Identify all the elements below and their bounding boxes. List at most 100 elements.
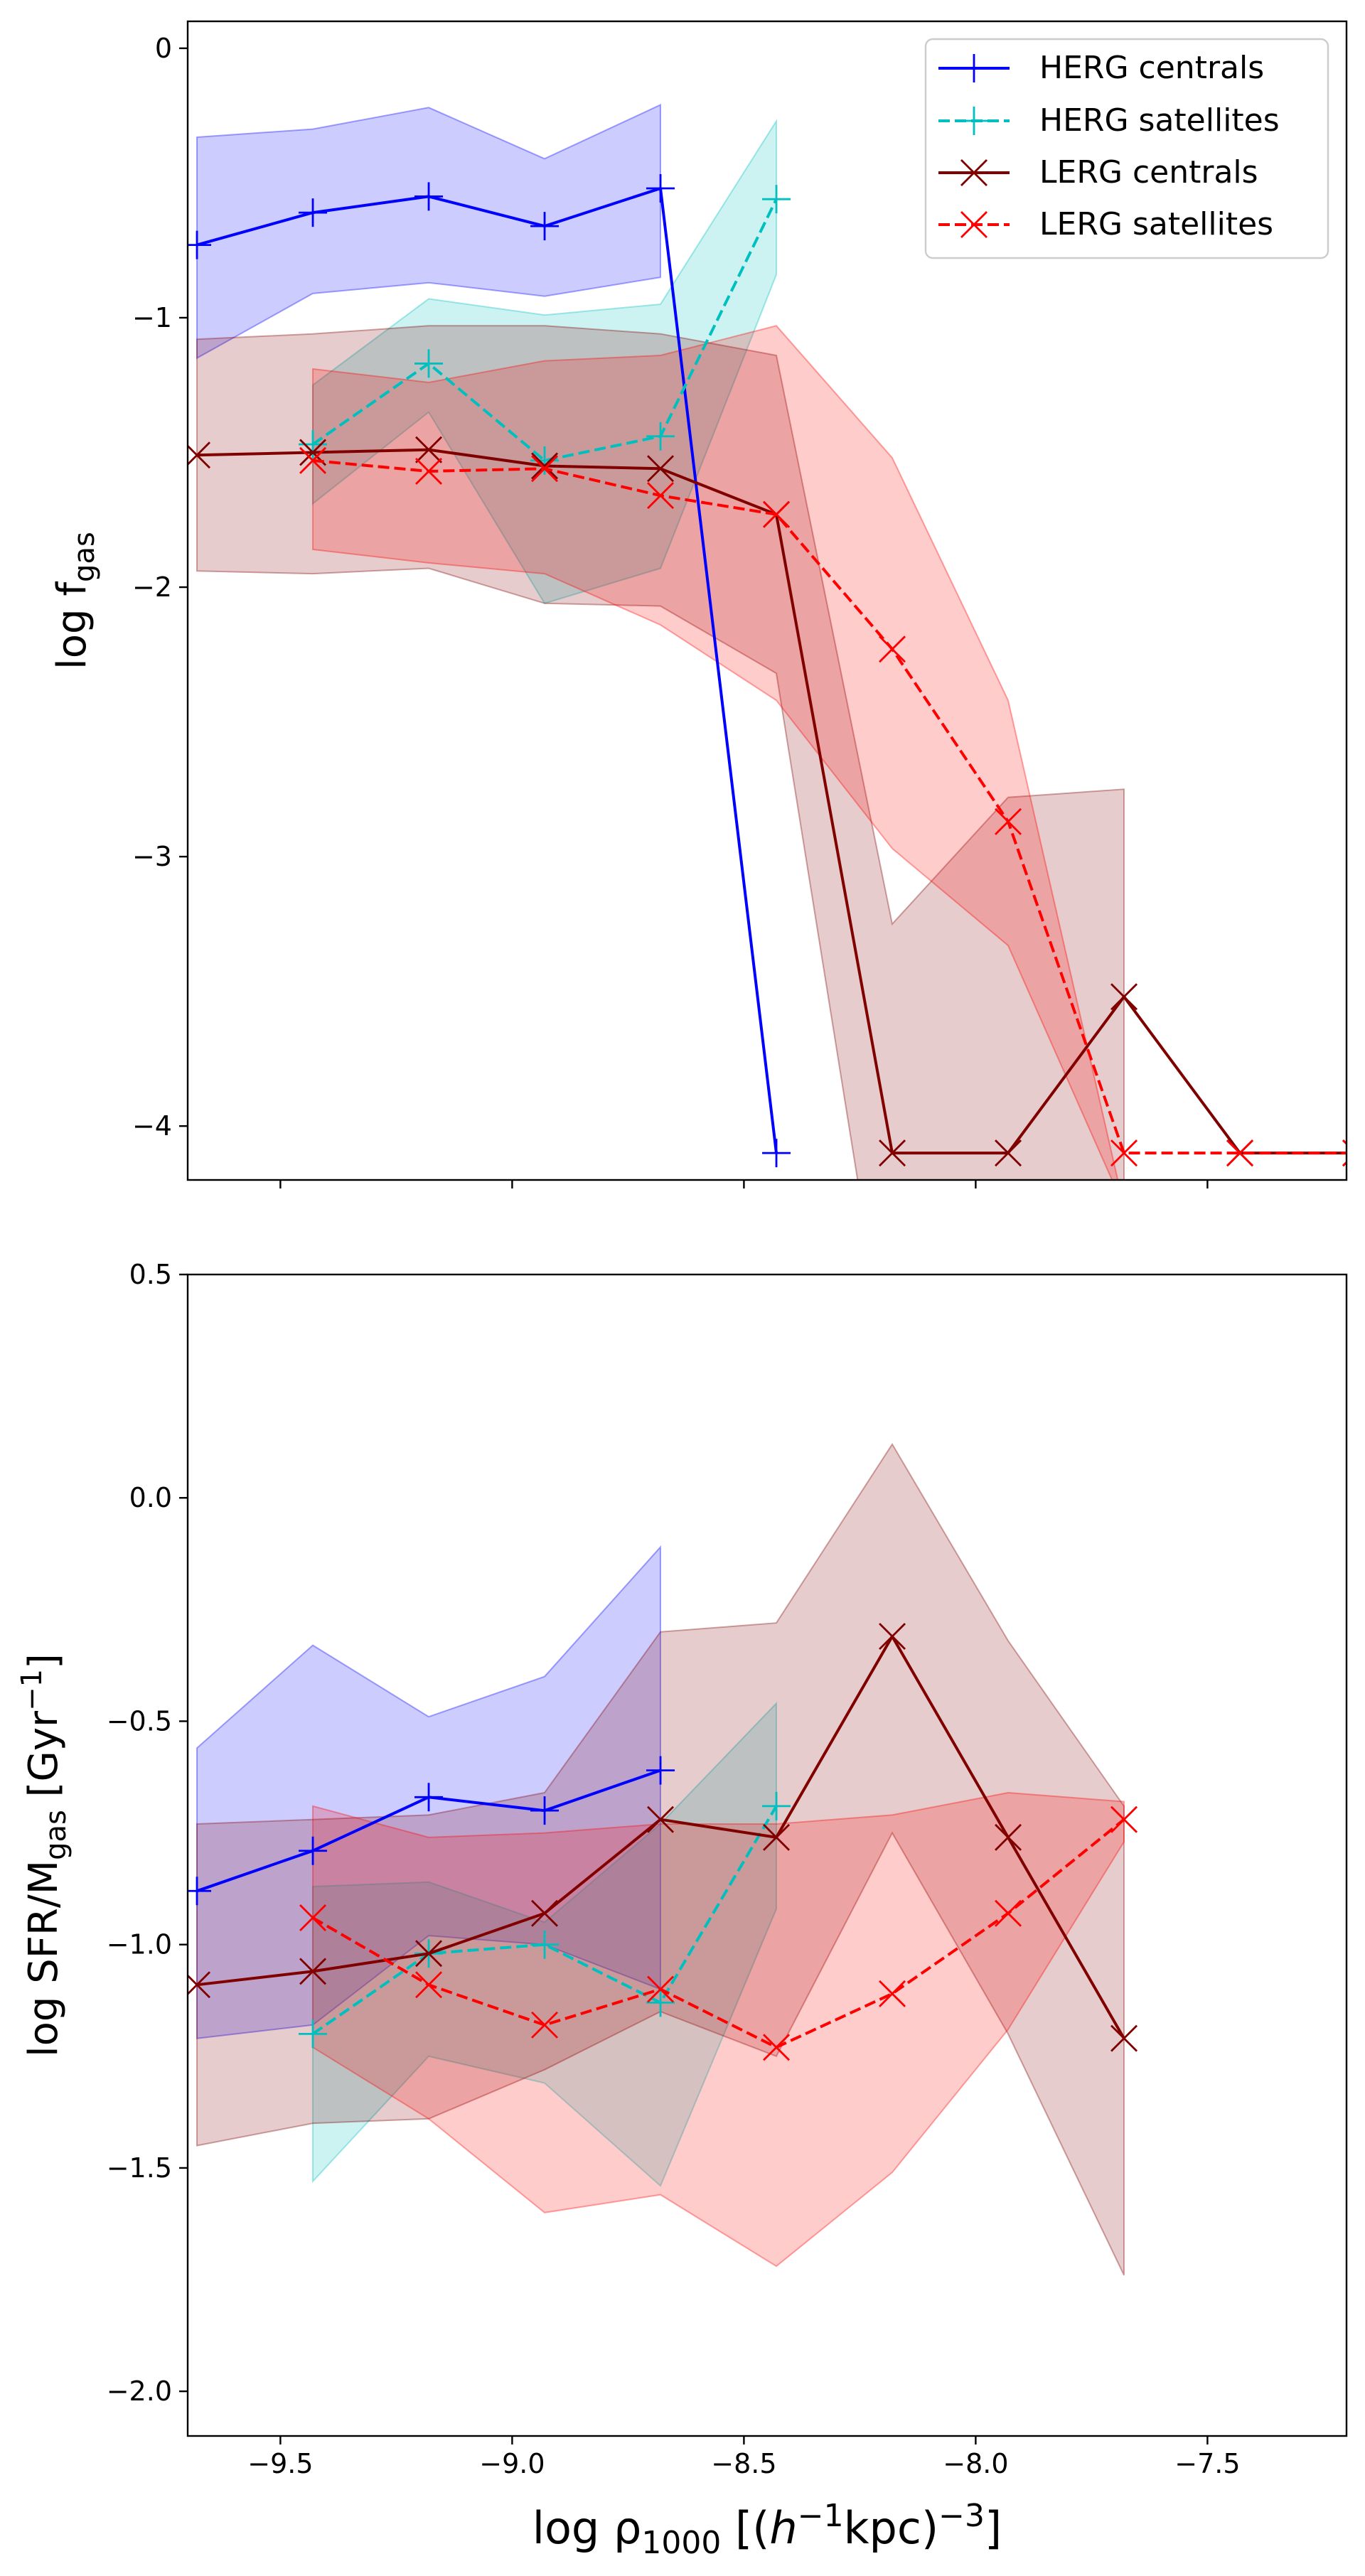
legend-box [924,38,1329,259]
point-herg-satellites [299,2019,328,2049]
band-herg-centrals [196,103,661,360]
point-herg-centrals [188,1877,212,1906]
y-tick-label: 0 [155,33,172,64]
y-tick-label: −0.5 [107,1705,172,1737]
y-tick-label: 0.5 [129,1259,172,1290]
point-herg-centrals [762,1139,791,1168]
point-lerg-centrals [995,1139,1022,1167]
point-lerg-satellites [531,455,559,483]
point-lerg-satellites [1110,1805,1138,1833]
legend-marker-plus-icon [960,54,988,82]
point-lerg-centrals [299,1958,327,1985]
band-herg-satellites [312,118,777,604]
point-lerg-centrals [1110,983,1138,1011]
line-herg-satellites [311,1805,778,2036]
bottom-bands [196,1442,1125,2276]
bottom-lines [188,1623,1138,2061]
bottom-ylabel: log SFR/Mgas [Gyr−1] [16,1653,73,2057]
line-herg-satellites [311,198,778,462]
x-tick-label: −7.5 [1174,2448,1240,2479]
y-tick-label: −2 [132,571,172,603]
x-tick-label: −9.5 [247,2448,313,2479]
point-herg-centrals [530,212,560,241]
x-axis-label: log ρ1000 [(h−1kpc)−3] [532,2498,1002,2561]
point-lerg-satellites [1110,1139,1138,1167]
x-tick-label: −8.0 [943,2448,1008,2479]
point-lerg-centrals [647,455,675,483]
point-lerg-centrals [415,1940,443,1968]
legend-label-lerg-satellites: LERG satellites [1039,206,1273,242]
point-herg-satellites [414,349,444,378]
legend: HERG centrals HERG satellites LERG centr… [924,38,1329,259]
point-lerg-satellites [299,1904,327,1931]
point-lerg-satellites [879,1980,906,2007]
legend-marker-plus-icon [960,107,988,135]
legend-marker-x-icon [960,211,987,238]
point-herg-centrals [414,1783,444,1812]
y-tick-label: 0.0 [129,1482,172,1513]
line-lerg-satellites [311,1818,1125,2049]
point-herg-satellites [646,1988,675,2017]
point-lerg-centrals [647,1805,675,1833]
point-lerg-satellites [995,1899,1022,1927]
y-tick-label: −3 [132,841,172,872]
legend-item-herg-centrals: HERG centrals [938,50,1264,86]
top-lines [188,174,1347,1168]
point-herg-centrals [188,230,212,259]
point-lerg-satellites [1226,1139,1254,1167]
point-lerg-satellites [763,2034,791,2061]
legend-label-herg-satellites: HERG satellites [1039,102,1280,139]
point-herg-satellites [530,1930,560,1959]
line-lerg-satellites [312,458,1347,1155]
bottom-panel: −9.5 −9.0 −8.5 −8.0 −7.5 0.5 0.0 −0.5 −1.0 −1.5 −2… [16,1259,1348,2479]
y-tick-label: −4 [132,1110,172,1142]
bottom-axes-frame [186,1273,1348,2437]
point-lerg-centrals [1110,2024,1138,2052]
point-lerg-satellites [415,1971,443,1999]
line-herg-centrals [196,187,778,1154]
y-tick-label: −2.0 [107,2376,172,2407]
top-ticks: 0 −1 −2 −3 −4 [132,33,1209,1188]
point-lerg-satellites [415,458,443,485]
top-axes-frame [186,20,1348,1181]
point-herg-centrals [414,182,444,211]
point-herg-centrals [299,1836,328,1865]
point-herg-centrals [646,174,675,203]
point-lerg-centrals [879,1139,906,1167]
point-herg-centrals [646,1756,675,1785]
legend-marker-x-icon [960,159,987,186]
point-lerg-satellites [299,446,327,474]
point-herg-satellites [646,422,675,451]
point-lerg-satellites [879,635,906,663]
x-tick-label: −8.5 [711,2448,776,2479]
band-lerg-centrals [196,325,1125,1180]
point-lerg-centrals [995,1823,1022,1851]
y-tick-label: −1.5 [107,2152,172,2184]
legend-item-lerg-satellites: LERG satellites [938,206,1273,242]
y-tick-label: −1.0 [107,1929,172,1960]
legend-label-herg-centrals: HERG centrals [1039,50,1264,86]
x-tick-label: −9.0 [479,2448,545,2479]
band-lerg-satellites [312,1791,1125,2268]
bottom-ticks: −9.5 −9.0 −8.5 −8.0 −7.5 0.5 0.0 −0.5 −1.0 −1.5 −2… [107,1259,1241,2479]
point-herg-satellites [762,185,791,214]
point-herg-satellites [762,1791,791,1820]
top-bands [196,103,1125,1180]
legend-item-herg-satellites: HERG satellites [938,102,1280,139]
point-lerg-centrals [531,1899,559,1927]
point-lerg-centrals [531,452,559,480]
legend-item-lerg-centrals: LERG centrals [938,154,1258,190]
point-lerg-centrals [415,436,443,463]
point-lerg-centrals [879,1623,906,1651]
band-lerg-centrals [196,1442,1125,2276]
y-tick-label: −1 [132,302,172,333]
point-lerg-satellites [647,482,675,510]
point-lerg-satellites [763,500,791,528]
point-lerg-satellites [531,2011,559,2039]
point-herg-centrals [530,1796,560,1825]
top-panel: 0 −1 −2 −3 −4 log fgas HERG centrals HERG sa… [49,20,1348,1188]
point-herg-centrals [299,198,328,227]
point-lerg-centrals [763,1823,791,1851]
